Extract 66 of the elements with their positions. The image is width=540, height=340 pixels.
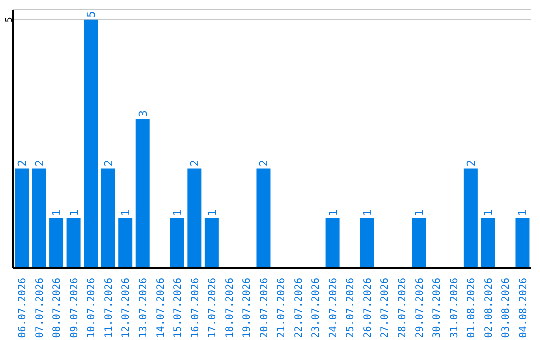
x-tick-label: 30.07.2026 <box>432 278 444 338</box>
x-tick-label: 12.07.2026 <box>121 278 132 338</box>
data-label: 1 <box>120 210 133 216</box>
data-label: 3 <box>136 110 150 118</box>
x-tick-label: 24.07.2026 <box>328 278 340 338</box>
data-label: 2 <box>188 160 202 167</box>
data-label: 1 <box>361 210 374 216</box>
data-label: 2 <box>33 160 46 167</box>
bar <box>170 218 184 268</box>
bar <box>360 218 374 268</box>
bar <box>118 218 133 268</box>
x-tick-label: 28.07.2026 <box>398 278 408 338</box>
bar <box>256 168 271 268</box>
x-tick-label: 07.07.2026 <box>34 278 46 338</box>
x-tick-label: 26.07.2026 <box>362 278 374 338</box>
bar <box>15 168 29 268</box>
x-tick-label: 27.07.2026 <box>380 278 392 338</box>
data-label: 1 <box>516 210 530 216</box>
x-tick-label: 25.07.2026 <box>346 278 357 338</box>
x-tick-label: 14.07.2026 <box>156 278 167 338</box>
bar <box>84 20 98 268</box>
x-tick-label: 22.07.2026 <box>294 278 305 338</box>
x-tick-label: 19.07.2026 <box>242 278 254 338</box>
data-label: 1 <box>171 210 184 216</box>
x-tick-label: 08.07.2026 <box>52 278 64 338</box>
bar <box>32 168 46 268</box>
data-label: 1 <box>413 210 426 216</box>
x-tick-label: 10.07.2026 <box>86 278 98 338</box>
bar <box>66 218 81 268</box>
x-tick-label: 04.08.2026 <box>518 278 530 338</box>
x-tick-label: 31.07.2026 <box>449 278 460 338</box>
x-tick-label: 01.08.2026 <box>466 278 478 338</box>
data-label: 1 <box>326 210 340 216</box>
x-tick-label: 20.07.2026 <box>259 278 270 338</box>
x-tick-label: 09.07.2026 <box>69 278 80 338</box>
data-label: 2 <box>258 160 271 167</box>
data-label: 1 <box>68 210 81 216</box>
x-tick-label: 23.07.2026 <box>311 278 322 338</box>
bar <box>50 218 64 268</box>
data-label: 1 <box>482 210 496 216</box>
bar <box>516 218 530 268</box>
data-label: 1 <box>206 210 219 216</box>
x-tick-label: 21.07.2026 <box>276 278 288 338</box>
x-tick-label: 11.07.2026 <box>104 278 115 338</box>
x-tick-label: 06.07.2026 <box>18 278 29 338</box>
bar <box>204 218 219 268</box>
bar <box>481 218 496 268</box>
bar <box>326 218 340 268</box>
x-tick-label: 17.07.2026 <box>208 278 219 338</box>
x-tick-label: 13.07.2026 <box>138 278 150 338</box>
bar <box>136 119 150 268</box>
bar <box>101 168 116 268</box>
x-tick-label: 16.07.2026 <box>190 278 202 338</box>
data-label: 1 <box>50 210 64 216</box>
x-tick-label: 15.07.2026 <box>173 278 184 338</box>
data-label: 2 <box>16 160 29 167</box>
bar <box>412 218 426 268</box>
data-label: 2 <box>464 160 478 167</box>
x-tick-label: 02.08.2026 <box>484 278 495 338</box>
data-label: 5 <box>85 11 98 18</box>
x-tick-label: 18.07.2026 <box>224 278 236 338</box>
bar <box>464 168 478 268</box>
x-tick-label: 03.08.2026 <box>501 278 512 338</box>
bar <box>188 168 202 268</box>
x-tick-label: 29.07.2026 <box>414 278 426 338</box>
data-label: 2 <box>102 160 116 167</box>
